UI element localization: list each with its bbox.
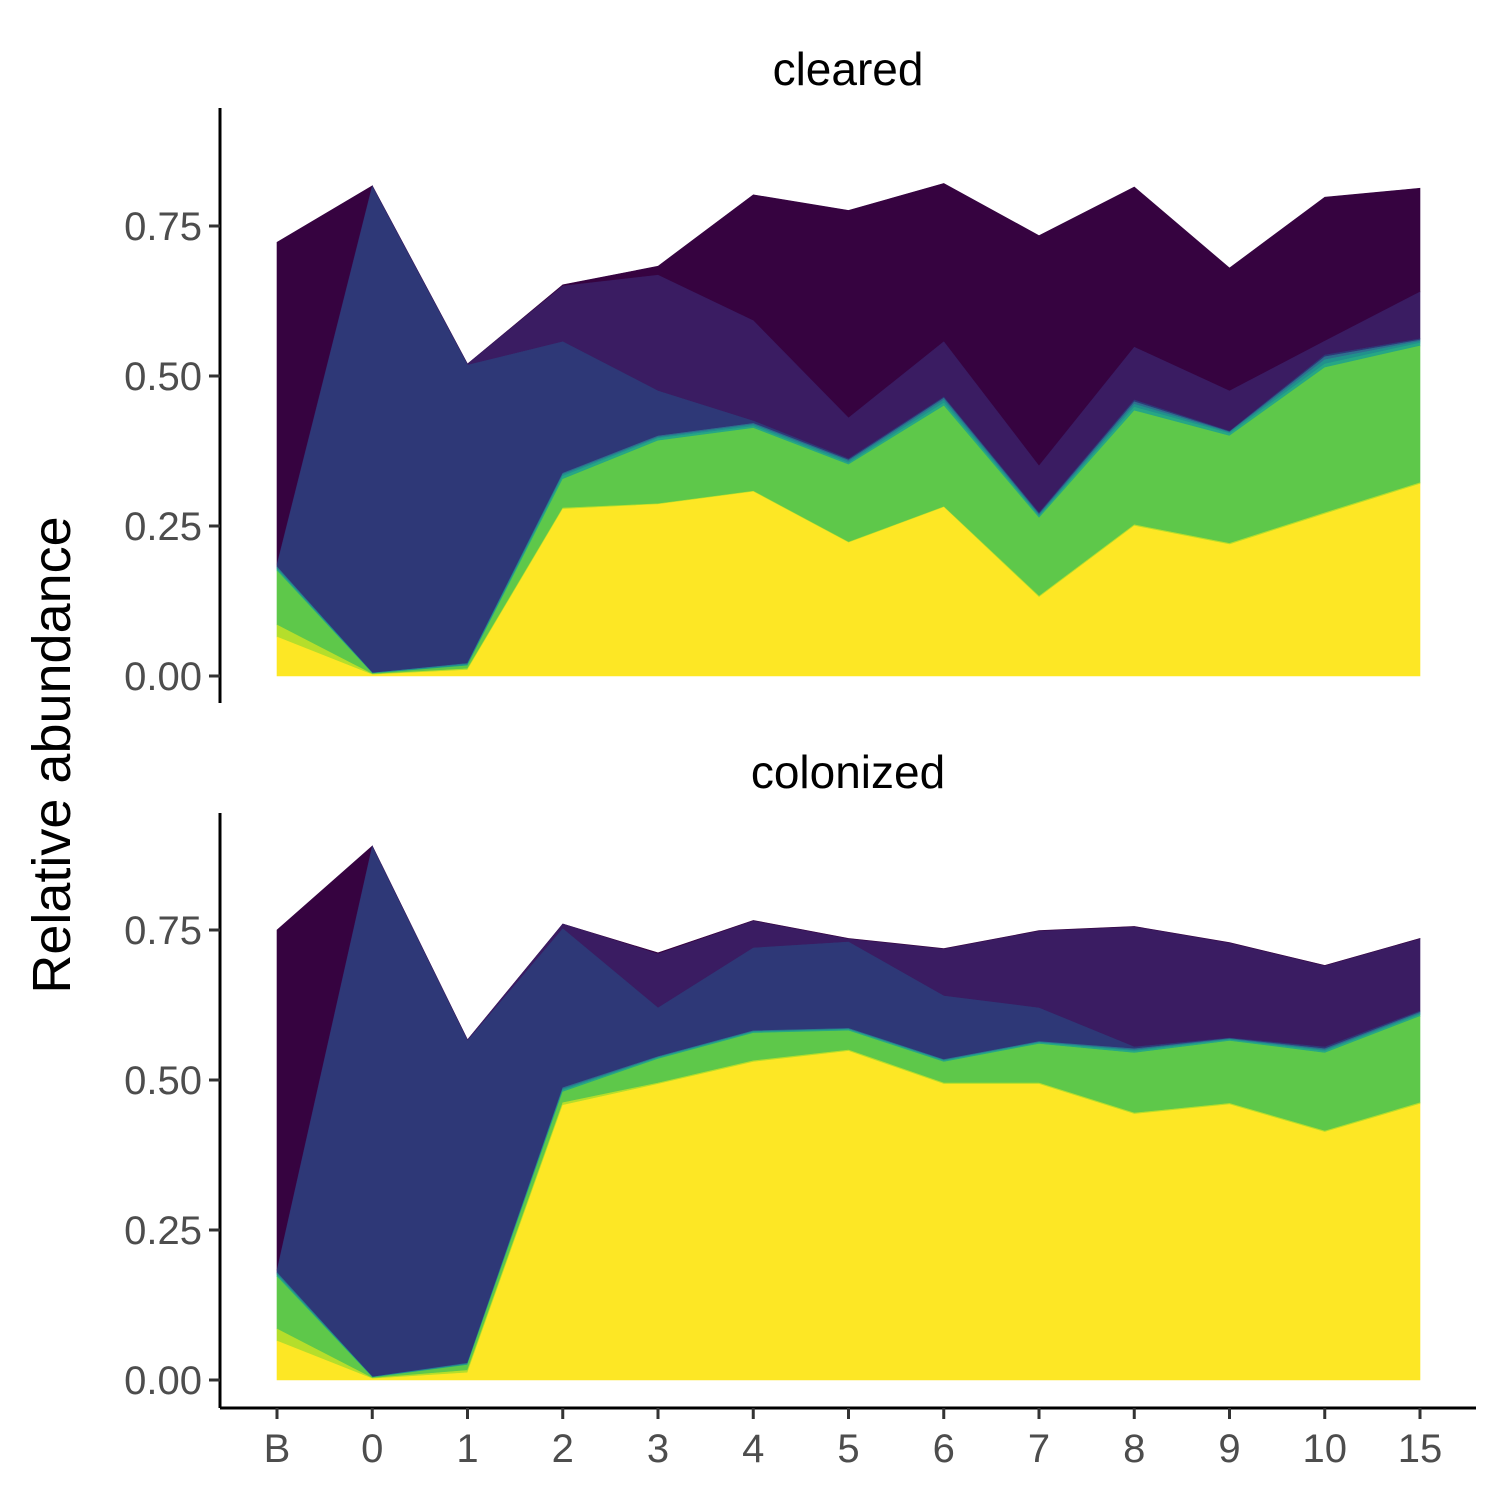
panel-title: colonized [751,746,945,798]
area-series-1 [276,483,1421,677]
panel-cleared: cleared 0.00 0.25 0.50 0.75 [124,43,1421,703]
panel-title: cleared [773,43,924,95]
x-tick-label: 5 [837,1427,859,1471]
x-tick-label: 2 [552,1427,574,1471]
x-tick-label: 7 [1028,1427,1050,1471]
panel-colonized: colonized 0.00 0.25 0.50 0.75 B 0 1 2 3 4 5 6 7 8 9 10 15 [124,746,1476,1471]
y-tick-label: 0.25 [124,1209,202,1253]
area-series-1 [276,1050,1421,1381]
y-tick-label: 0.50 [124,1059,202,1103]
x-tick-label: 0 [361,1427,383,1471]
x-tick-label: B [264,1427,291,1471]
x-tick-label: 6 [933,1427,955,1471]
y-tick-label: 0.25 [124,505,202,549]
y-tick-label: 0.75 [124,205,202,249]
x-tick-label: 8 [1123,1427,1145,1471]
x-tick-label: 10 [1303,1427,1348,1471]
y-tick-label: 0.75 [124,909,202,953]
y-axis-title: Relative abundance [22,516,82,993]
x-tick-label: 9 [1218,1427,1240,1471]
x-tick-label: 15 [1398,1427,1443,1471]
x-tick-label: 4 [742,1427,764,1471]
y-tick-label: 0.00 [124,1359,202,1403]
y-tick-label: 0.50 [124,355,202,399]
x-tick-label: 3 [647,1427,669,1471]
x-tick-label: 1 [456,1427,478,1471]
y-tick-label: 0.00 [124,655,202,699]
panels-layer: cleared 0.00 0.25 0.50 0.75 colonized 0.00 0.25… [124,43,1476,1471]
